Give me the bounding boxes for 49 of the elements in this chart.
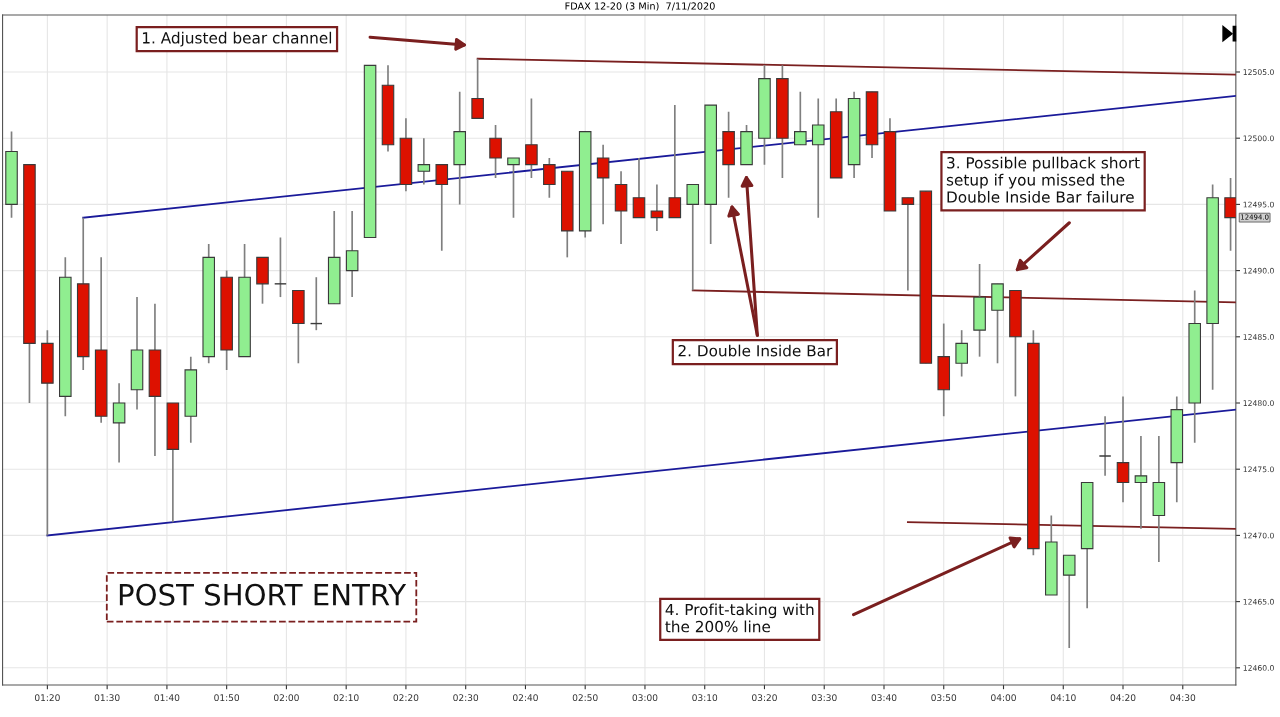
x-tick-label: 02:20 bbox=[393, 694, 419, 702]
candlestick bbox=[596, 143, 610, 226]
x-tick-label: 02:50 bbox=[572, 694, 598, 702]
x-tick-label: 04:10 bbox=[1050, 694, 1076, 702]
candlestick bbox=[471, 57, 484, 120]
annotation: 2. Double Inside Bar bbox=[678, 344, 833, 357]
x-tick-label: 03:30 bbox=[811, 694, 837, 702]
candlestick bbox=[1116, 395, 1130, 504]
x-tick-label: 04:00 bbox=[991, 694, 1016, 702]
x-tick-label: 04:30 bbox=[1170, 694, 1196, 702]
annotation: 3. Possible pullback short setup if you missed the Double Inside Bar failure bbox=[946, 156, 1140, 203]
x-tick-label: 01:40 bbox=[154, 694, 180, 702]
candlestick bbox=[507, 157, 520, 219]
candlestick bbox=[112, 382, 126, 464]
candlestick bbox=[632, 157, 646, 219]
x-tick-label: 01:30 bbox=[94, 694, 120, 702]
chart-title: FDAX 12-20 (3 Min) 7/11/2020 bbox=[565, 2, 715, 11]
x-tick-label: 01:20 bbox=[34, 694, 60, 702]
candlestick bbox=[1134, 435, 1148, 530]
candlestick bbox=[686, 183, 700, 292]
candlestick bbox=[435, 163, 449, 252]
candlestick bbox=[1098, 415, 1112, 477]
candlestick bbox=[650, 183, 664, 232]
candlestick bbox=[811, 97, 825, 219]
candlestick bbox=[525, 97, 538, 179]
candlestick bbox=[417, 137, 431, 186]
x-tick-label: 04:20 bbox=[1110, 694, 1136, 702]
x-tick-label: 03:40 bbox=[871, 694, 897, 702]
candlestick bbox=[794, 91, 807, 146]
candlestick bbox=[345, 210, 359, 298]
x-tick-label: 01:50 bbox=[214, 694, 240, 702]
x-tick-label: 03:50 bbox=[931, 694, 957, 702]
annotation: 4. Profit-taking with the 200% line bbox=[665, 603, 814, 633]
x-tick-label: 02:30 bbox=[453, 694, 479, 702]
x-tick-label: 02:40 bbox=[513, 694, 538, 702]
candlestick bbox=[1062, 554, 1076, 649]
candlestick bbox=[543, 157, 556, 199]
x-tick-label: 02:10 bbox=[333, 694, 359, 702]
candlestick bbox=[955, 329, 968, 378]
x-tick-label: 03:00 bbox=[632, 694, 658, 702]
candlestick bbox=[489, 124, 502, 179]
candlestick bbox=[273, 236, 287, 298]
annotation: POST SHORT ENTRY bbox=[119, 583, 407, 606]
candlestick bbox=[668, 104, 682, 219]
candlestick bbox=[901, 196, 915, 292]
x-tick-label: 02:00 bbox=[274, 694, 299, 702]
x-tick-label: 03:20 bbox=[752, 694, 777, 702]
x-tick-label: 03:10 bbox=[692, 694, 718, 702]
annotation: 1. Adjusted bear channel bbox=[142, 31, 332, 47]
